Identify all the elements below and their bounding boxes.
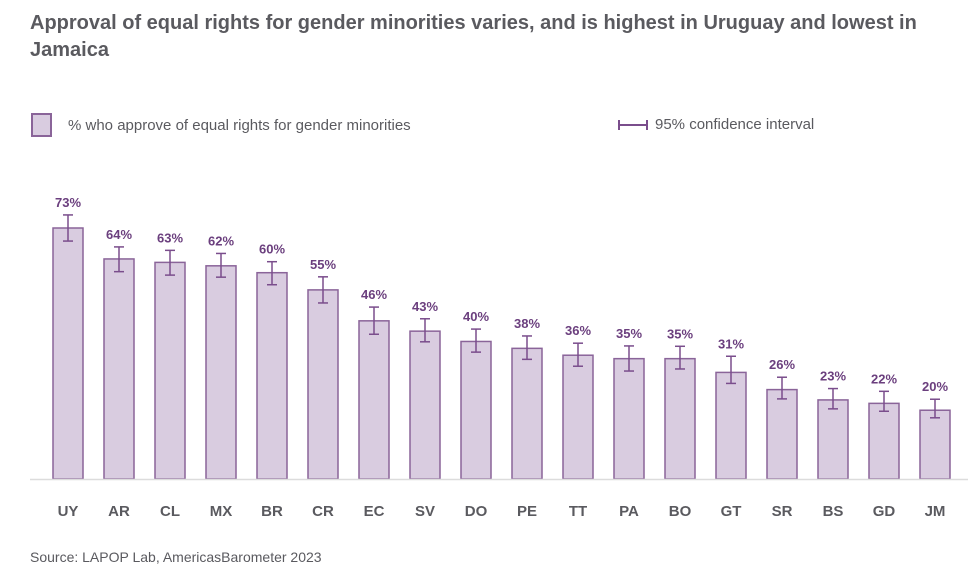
bar-br	[256, 271, 288, 480]
legend-label-approval: % who approve of equal rights for gender…	[68, 116, 411, 134]
x-tick-label-bo: BO	[669, 503, 692, 520]
value-label-mx: 62%	[208, 233, 234, 248]
value-label-sr: 26%	[769, 357, 795, 372]
bar-gt	[715, 371, 747, 480]
x-tick-label-ar: AR	[108, 503, 130, 520]
bar-do	[460, 340, 492, 480]
x-tick-label-cl: CL	[160, 503, 180, 520]
bar-uy	[52, 227, 84, 480]
bar-sr	[766, 388, 798, 480]
bar-pa	[613, 357, 645, 480]
value-label-bs: 23%	[820, 369, 846, 384]
x-tick-label-bs: BS	[823, 503, 844, 520]
value-label-uy: 73%	[55, 195, 81, 210]
value-label-sv: 43%	[412, 299, 438, 314]
bar-tt	[562, 354, 594, 480]
x-tick-label-mx: MX	[210, 503, 233, 520]
value-label-gt: 31%	[718, 336, 744, 351]
x-tick-label-tt: TT	[569, 503, 587, 520]
x-tick-label-sv: SV	[415, 503, 435, 520]
value-label-ar: 64%	[106, 227, 132, 242]
legend-item-approval: % who approve of equal rights for gender…	[31, 113, 411, 137]
x-tick-label-ec: EC	[364, 503, 385, 520]
x-tick-label-gd: GD	[873, 503, 896, 520]
value-label-jm: 20%	[922, 379, 948, 394]
bar-sv	[409, 330, 441, 480]
bar-ar	[103, 258, 135, 480]
legend-swatch	[31, 113, 52, 137]
bar-bs	[817, 399, 849, 480]
value-label-cr: 55%	[310, 257, 336, 272]
x-tick-label-br: BR	[261, 503, 283, 520]
x-tick-label-cr: CR	[312, 503, 334, 520]
ci-legend-icon	[618, 119, 648, 130]
bar-gd	[868, 402, 900, 480]
bar-bo	[664, 357, 696, 480]
x-tick-label-sr: SR	[772, 503, 793, 520]
source-note: Source: LAPOP Lab, AmericasBarometer 202…	[30, 549, 322, 565]
chart-title: Approval of equal rights for gender mino…	[30, 12, 917, 61]
bar-ec	[358, 320, 390, 480]
x-tick-label-gt: GT	[721, 503, 742, 520]
legend-item-ci: 95% confidence interval	[617, 116, 814, 133]
value-label-pa: 35%	[616, 326, 642, 341]
bar-mx	[205, 265, 237, 480]
value-label-bo: 35%	[667, 326, 693, 341]
value-label-br: 60%	[259, 242, 285, 257]
value-label-cl: 63%	[157, 230, 183, 245]
value-label-pe: 38%	[514, 316, 540, 331]
bar-cr	[307, 289, 339, 480]
x-tick-label-do: DO	[465, 503, 488, 520]
bar-pe	[511, 347, 543, 480]
x-tick-label-pa: PA	[619, 503, 639, 520]
x-tick-label-pe: PE	[517, 503, 537, 520]
x-tick-label-jm: JM	[925, 503, 946, 520]
legend-label-ci: 95% confidence interval	[655, 116, 815, 133]
value-label-do: 40%	[463, 309, 489, 324]
value-label-ec: 46%	[361, 287, 387, 302]
bar-jm	[919, 409, 951, 480]
value-label-gd: 22%	[871, 371, 897, 386]
bar-cl	[154, 261, 186, 480]
value-label-tt: 36%	[565, 323, 591, 338]
x-tick-label-uy: UY	[58, 503, 79, 520]
